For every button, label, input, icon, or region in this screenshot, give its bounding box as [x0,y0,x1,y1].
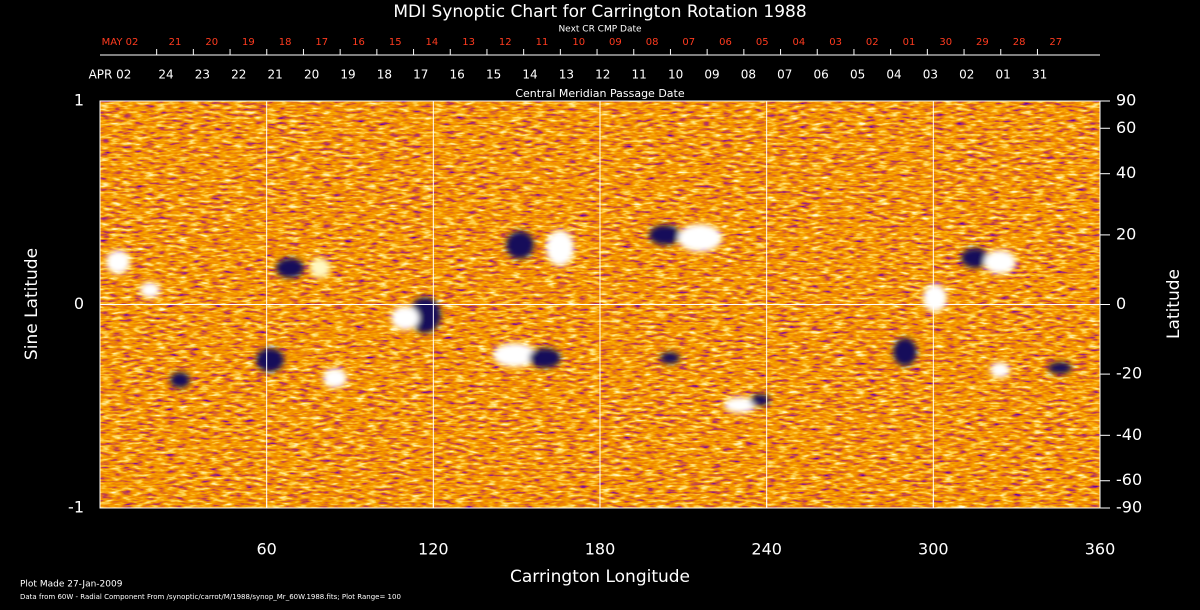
y2-tick-label: 60 [1116,118,1136,137]
date-label: 11 [632,68,647,82]
y2-tick-label: 0 [1116,294,1126,313]
y2-tick-label: 20 [1116,224,1136,243]
y2-tick-label: -60 [1116,470,1142,489]
y-tick-label: 0 [74,294,84,313]
date-label: 28 [1013,37,1026,48]
date-label: 08 [741,68,756,82]
x-tick-label: 60 [256,540,276,559]
x-tick-label: 240 [751,540,782,559]
date-label: MAY 02 [102,37,139,48]
date-label: 09 [704,68,719,82]
y-tick-label: -1 [68,498,84,517]
date-label: APR 02 [89,68,132,82]
date-label: 03 [829,37,842,48]
date-label: 23 [195,68,210,82]
plot-made: Plot Made 27-Jan-2009 [20,580,123,590]
cmp-axis-label: Central Meridian Passage Date [515,87,684,100]
y2-tick-label: -20 [1116,364,1142,383]
date-label: 19 [242,37,255,48]
data-source: Data from 60W - Radial Component From /s… [20,593,401,601]
chart-title: MDI Synoptic Chart for Carrington Rotati… [393,2,806,22]
date-label: 15 [389,37,402,48]
y2-tick-label: -90 [1116,498,1142,517]
date-label: 02 [866,37,879,48]
date-label: 06 [719,37,732,48]
date-label: 08 [646,37,659,48]
date-label: 06 [814,68,829,82]
y-tick-label: 1 [74,91,84,110]
date-label: 17 [315,37,328,48]
date-label: 14 [426,37,439,48]
x-tick-label: 360 [1085,540,1116,559]
y2-tick-label: 90 [1116,91,1136,110]
x-tick-label: 120 [418,540,449,559]
date-label: 12 [499,37,512,48]
date-label: 03 [923,68,938,82]
date-label: 31 [1032,68,1047,82]
y-axis-label: Sine Latitude [22,248,42,360]
next-cr-axis-label: Next CR CMP Date [558,25,642,35]
date-label: 07 [777,68,792,82]
date-label: 21 [268,68,283,82]
date-label: 30 [939,37,952,48]
x-axis-label: Carrington Longitude [510,567,690,587]
date-label: 19 [340,68,355,82]
date-label: 16 [352,37,365,48]
date-label: 18 [377,68,392,82]
date-label: 02 [959,68,974,82]
date-label: 27 [1049,37,1062,48]
date-label: 01 [903,37,916,48]
date-label: 01 [996,68,1011,82]
date-label: 15 [486,68,501,82]
date-label: 13 [462,37,475,48]
date-label: 21 [169,37,182,48]
date-label: 10 [668,68,683,82]
y2-tick-label: -40 [1116,425,1142,444]
x-tick-label: 180 [585,540,616,559]
date-label: 20 [304,68,319,82]
date-label: 07 [682,37,695,48]
date-label: 12 [595,68,610,82]
date-label: 22 [231,68,246,82]
date-label: 16 [450,68,465,82]
date-label: 24 [158,68,173,82]
date-label: 18 [279,37,292,48]
date-label: 11 [536,37,549,48]
date-label: 29 [976,37,989,48]
date-label: 20 [205,37,218,48]
date-label: 05 [756,37,769,48]
x-tick-label: 300 [918,540,949,559]
date-label: 10 [572,37,585,48]
date-label: 14 [522,68,537,82]
y2-tick-label: 40 [1116,163,1136,182]
date-label: 04 [793,37,806,48]
date-label: 17 [413,68,428,82]
date-label: 05 [850,68,865,82]
date-label: 04 [886,68,901,82]
date-label: 09 [609,37,622,48]
y2-axis-label: Latitude [1164,269,1184,339]
date-label: 13 [559,68,574,82]
